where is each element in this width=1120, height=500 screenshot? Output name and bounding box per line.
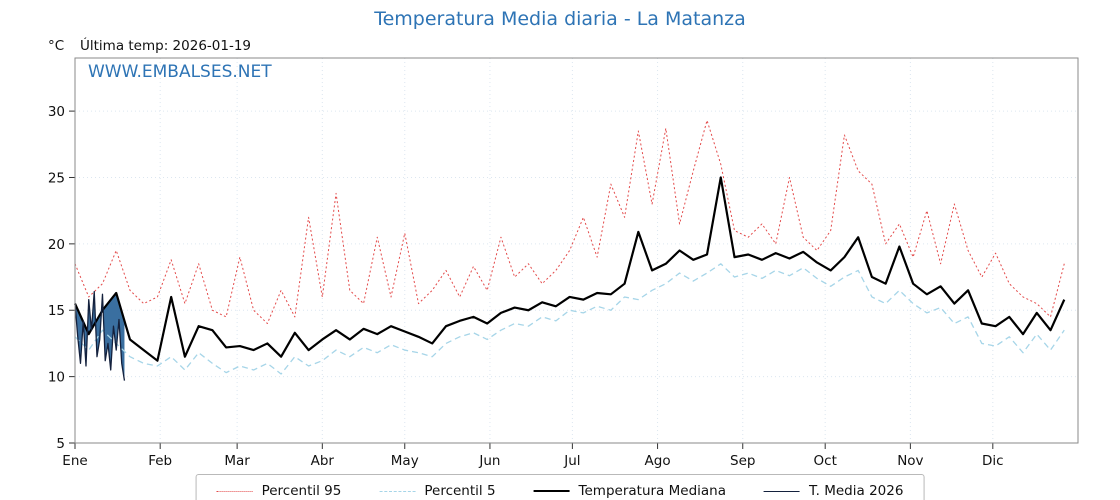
x-tick-label: Abr	[311, 453, 335, 469]
percentil-5-line	[74, 263, 1065, 375]
percentil-5-line-sample	[379, 490, 416, 492]
mediana-line-sample	[533, 490, 570, 492]
legend-item-percentil-5: Percentil 5	[379, 483, 496, 499]
x-tick-label: Jun	[478, 453, 500, 469]
watermark: WWW.EMBALSES.NET	[88, 62, 272, 82]
x-tick-label: Ene	[62, 453, 87, 469]
legend-label: Percentil 5	[424, 483, 496, 499]
legend-item-mediana: Temperatura Mediana	[533, 483, 726, 499]
percentil-95-line-sample	[216, 490, 253, 492]
legend-item-t-media-2026: T. Media 2026	[764, 483, 903, 499]
x-tick-label: Jul	[563, 453, 580, 469]
y-tick-label: 25	[48, 170, 65, 186]
x-tick-label: Sep	[730, 453, 755, 469]
y-tick-label: 5	[56, 436, 65, 452]
plot-border	[74, 57, 1079, 444]
t-media-2026-line	[74, 291, 126, 381]
legend-item-percentil-95: Percentil 95	[216, 483, 342, 499]
y-tick-label: 10	[48, 370, 65, 386]
chart-title: Temperatura Media diaria - La Matanza	[374, 8, 746, 30]
legend-label: Temperatura Mediana	[578, 483, 726, 499]
percentil-95-line	[74, 119, 1065, 325]
x-tick-label: May	[391, 453, 419, 469]
x-tick-label: Mar	[224, 453, 250, 469]
t-media-2026-line-sample	[764, 490, 800, 492]
y-tick-label: 20	[48, 237, 65, 253]
x-tick-label: Feb	[148, 453, 172, 469]
x-tick-label: Nov	[897, 453, 923, 469]
legend-label: Percentil 95	[261, 483, 342, 499]
x-tick-label: Ago	[645, 453, 671, 469]
x-tick-label: Oct	[814, 453, 837, 469]
last-temp-date-label: Última temp: 2026-01-19	[80, 38, 252, 54]
legend-label: T. Media 2026	[809, 483, 904, 499]
legend: Percentil 95 Percentil 5 Temperatura Med…	[195, 474, 925, 500]
y-axis-unit-label: °C	[48, 38, 65, 54]
y-tick-label: 30	[48, 104, 65, 120]
temperatura-mediana-line	[73, 176, 1066, 362]
y-tick-label: 15	[48, 303, 65, 319]
x-tick-label: Dic	[982, 453, 1004, 469]
